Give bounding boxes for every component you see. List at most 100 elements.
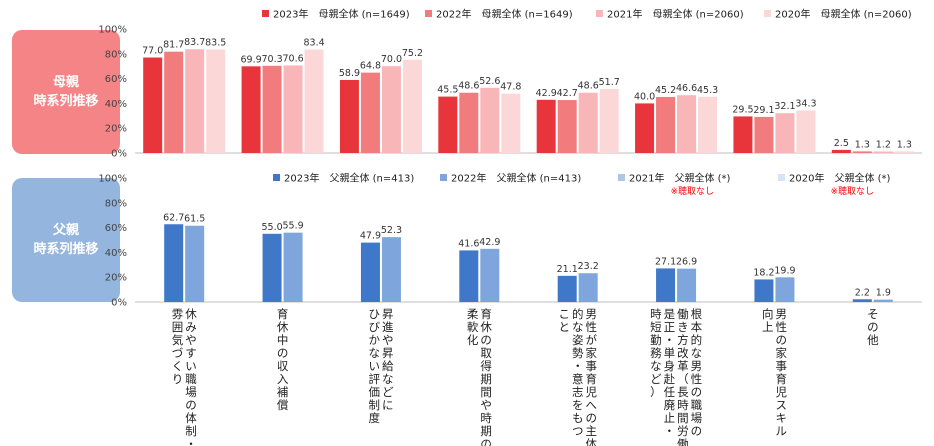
mother-label-line2: 時系列推移 bbox=[33, 94, 99, 109]
father-value-label: 61.5 bbox=[184, 214, 205, 225]
mother-bar bbox=[775, 113, 795, 153]
mother-value-label: 42.7 bbox=[557, 88, 578, 99]
mother-value-label: 1.3 bbox=[855, 139, 870, 150]
category-label-line: 育休中の収入補償 bbox=[277, 307, 289, 412]
mother-bar bbox=[459, 92, 479, 153]
father-value-label: 62.7 bbox=[163, 212, 184, 223]
father-bar bbox=[873, 299, 893, 302]
category-label-line: 育休の取得期間や時期の bbox=[480, 307, 492, 446]
mother-y-tick-label: 100% bbox=[98, 25, 127, 36]
mother-value-label: 45.3 bbox=[697, 85, 718, 96]
mother-bar bbox=[402, 59, 422, 153]
mother-bar bbox=[557, 100, 577, 153]
mother-value-label: 2.5 bbox=[834, 138, 849, 149]
category-label-line: 是正・単身赴任廃止・ bbox=[664, 307, 676, 438]
mother-bar bbox=[536, 99, 556, 153]
category-label-line: 働き方改革（長時間労働 bbox=[677, 307, 689, 446]
father-value-label: 55.0 bbox=[261, 222, 282, 233]
mother-value-label: 47.8 bbox=[500, 82, 521, 93]
father-legend-label: 2021年 父親全体 (*) bbox=[629, 172, 731, 185]
father-bar bbox=[557, 275, 577, 302]
mother-value-label: 1.3 bbox=[897, 139, 912, 150]
father-label-line1: 父親 bbox=[52, 223, 79, 238]
mother-value-label: 48.6 bbox=[458, 81, 479, 92]
category-label-line: 向上 bbox=[762, 307, 774, 334]
father-y-tick-label: 60% bbox=[105, 223, 127, 234]
father-legend-swatch bbox=[273, 174, 280, 181]
mother-bar bbox=[304, 49, 324, 153]
father-legend-swatch bbox=[778, 174, 785, 181]
father-bar bbox=[164, 224, 184, 302]
father-value-label: 27.1 bbox=[655, 256, 676, 267]
mother-value-label: 58.9 bbox=[339, 68, 360, 79]
mother-bar bbox=[185, 49, 205, 153]
category-label-line: 男性の家事育児スキル bbox=[775, 307, 787, 438]
mother-bar bbox=[241, 66, 261, 153]
father-bar bbox=[381, 237, 401, 302]
category-label-line: 根本的な男性の職場の bbox=[691, 307, 703, 438]
mother-value-label: 40.0 bbox=[634, 91, 655, 102]
mother-legend-swatch bbox=[425, 10, 432, 17]
mother-bar bbox=[480, 87, 500, 153]
mother-bar bbox=[796, 110, 816, 153]
father-value-label: 55.9 bbox=[282, 221, 303, 232]
mother-bar bbox=[635, 103, 655, 153]
mother-value-label: 42.9 bbox=[536, 88, 557, 99]
father-bar bbox=[185, 225, 205, 302]
category-label-line: 柔軟化 bbox=[467, 307, 479, 347]
mother-legend-label: 2021年 母親全体 (n=2060) bbox=[607, 8, 744, 21]
father-y-tick-label: 0% bbox=[111, 298, 127, 309]
mother-value-label: 69.9 bbox=[240, 54, 261, 65]
father-legend-swatch bbox=[618, 174, 625, 181]
father-bar bbox=[360, 242, 380, 302]
father-bar bbox=[459, 250, 479, 302]
mother-value-label: 77.0 bbox=[142, 46, 163, 57]
mother-label-line1: 母親 bbox=[52, 75, 79, 90]
mother-value-label: 34.3 bbox=[795, 98, 816, 109]
father-value-label: 18.2 bbox=[753, 267, 774, 278]
mother-value-label: 70.0 bbox=[381, 54, 402, 65]
mother-bar bbox=[501, 93, 521, 153]
father-y-tick-label: 100% bbox=[98, 174, 127, 185]
father-value-label: 19.9 bbox=[774, 265, 795, 276]
mother-value-label: 70.6 bbox=[282, 53, 303, 64]
mother-bar bbox=[733, 116, 753, 153]
father-label-line2: 時系列推移 bbox=[33, 242, 99, 257]
mother-value-label: 1.2 bbox=[876, 140, 891, 151]
father-y-tick-label: 40% bbox=[105, 248, 127, 259]
father-value-label: 2.2 bbox=[855, 287, 870, 298]
mother-bar bbox=[262, 65, 282, 153]
mother-legend-swatch bbox=[764, 10, 771, 17]
mother-bar bbox=[381, 66, 401, 153]
mother-bar bbox=[656, 96, 676, 153]
mother-value-label: 46.6 bbox=[676, 83, 697, 94]
father-value-label: 1.9 bbox=[876, 288, 891, 299]
mother-y-tick-label: 20% bbox=[105, 124, 127, 135]
mother-y-tick-label: 40% bbox=[105, 99, 127, 110]
father-bar bbox=[656, 268, 676, 302]
mother-panel-label: 母親 時系列推移 bbox=[12, 30, 120, 154]
category-label-line: その他 bbox=[867, 307, 879, 347]
father-bar bbox=[480, 248, 500, 302]
father-value-label: 47.9 bbox=[360, 231, 381, 242]
mother-value-label: 70.3 bbox=[261, 54, 282, 65]
mother-bar bbox=[360, 72, 380, 153]
category-label-line: 休みやすい職場の体制・ bbox=[185, 307, 197, 446]
father-value-label: 21.1 bbox=[557, 264, 578, 275]
father-value-label: 42.9 bbox=[479, 237, 500, 248]
mother-value-label: 51.7 bbox=[599, 77, 620, 88]
mother-y-tick-label: 0% bbox=[111, 149, 127, 160]
mother-legend-label: 2020年 母親全体 (n=2060) bbox=[775, 8, 912, 21]
mother-legend-label: 2022年 母親全体 (n=1649) bbox=[436, 8, 573, 21]
father-value-label: 52.3 bbox=[381, 225, 402, 236]
category-label-line: 雰囲気づくり bbox=[172, 307, 184, 386]
father-value-label: 41.6 bbox=[458, 238, 479, 249]
mother-legend-swatch bbox=[262, 10, 269, 17]
mother-value-label: 81.7 bbox=[163, 40, 184, 51]
father-y-tick-label: 80% bbox=[105, 198, 127, 209]
mother-bar bbox=[438, 96, 458, 153]
mother-legend-swatch bbox=[596, 10, 603, 17]
mother-value-label: 32.1 bbox=[774, 101, 795, 112]
mother-value-label: 75.2 bbox=[402, 48, 423, 59]
